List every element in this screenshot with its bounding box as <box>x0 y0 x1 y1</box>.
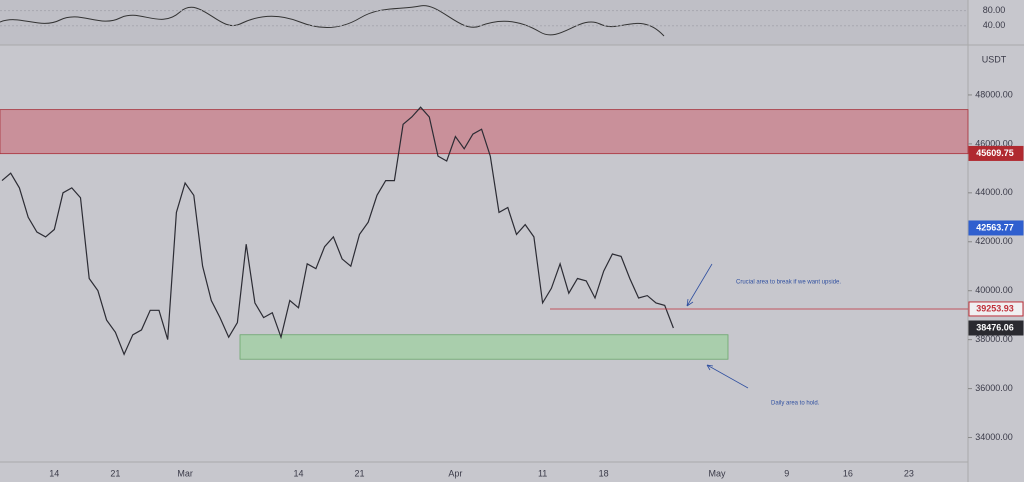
x-tick-label: 21 <box>110 468 120 478</box>
annotation: Daily area to hold. <box>771 401 820 407</box>
zone <box>0 109 969 155</box>
price-label: 45609.75 <box>976 148 1014 158</box>
y-tick-label: 46000.00 <box>975 138 1013 148</box>
price-label: 42563.77 <box>976 222 1014 232</box>
y-tick-label: 40000.00 <box>975 285 1013 295</box>
y-tick-label: 34000.00 <box>975 432 1013 442</box>
y-tick-label: 36000.00 <box>975 383 1013 393</box>
price-label: 38476.06 <box>976 322 1014 332</box>
y-tick-label: 38000.00 <box>975 334 1013 344</box>
y-tick-label: 44000.00 <box>975 187 1013 197</box>
annotation: Crucial area to break if we want upside. <box>736 280 841 286</box>
y-tick-label: 48000.00 <box>975 89 1013 99</box>
x-tick-label: 23 <box>904 468 914 478</box>
x-tick-label: 21 <box>355 468 365 478</box>
x-tick-label: 14 <box>49 468 59 478</box>
x-tick-label: 14 <box>293 468 303 478</box>
rsi-tick-label: 40.00 <box>983 20 1006 30</box>
y-tick-label: 42000.00 <box>975 236 1013 246</box>
price-label-box <box>968 301 1024 317</box>
zone <box>239 334 729 360</box>
x-tick-label: 18 <box>599 468 609 478</box>
rsi-tick-label: 80.00 <box>983 5 1006 15</box>
rsi-line <box>0 5 665 37</box>
axis-unit: USDT <box>982 54 1007 64</box>
arrows <box>686 263 749 389</box>
price-label: 39253.93 <box>976 303 1014 313</box>
price-label-box <box>968 145 1024 161</box>
x-tick-label: 16 <box>843 468 853 478</box>
price-label-box <box>968 220 1024 236</box>
x-tick-label: 11 <box>538 468 547 478</box>
price-label-box <box>968 320 1024 336</box>
x-tick-label: Mar <box>177 468 193 478</box>
price-line <box>1 106 674 356</box>
x-tick-label: 9 <box>784 468 789 478</box>
x-tick-label: Apr <box>448 468 462 478</box>
x-tick-label: May <box>709 468 727 478</box>
rsi-panel <box>0 0 968 45</box>
